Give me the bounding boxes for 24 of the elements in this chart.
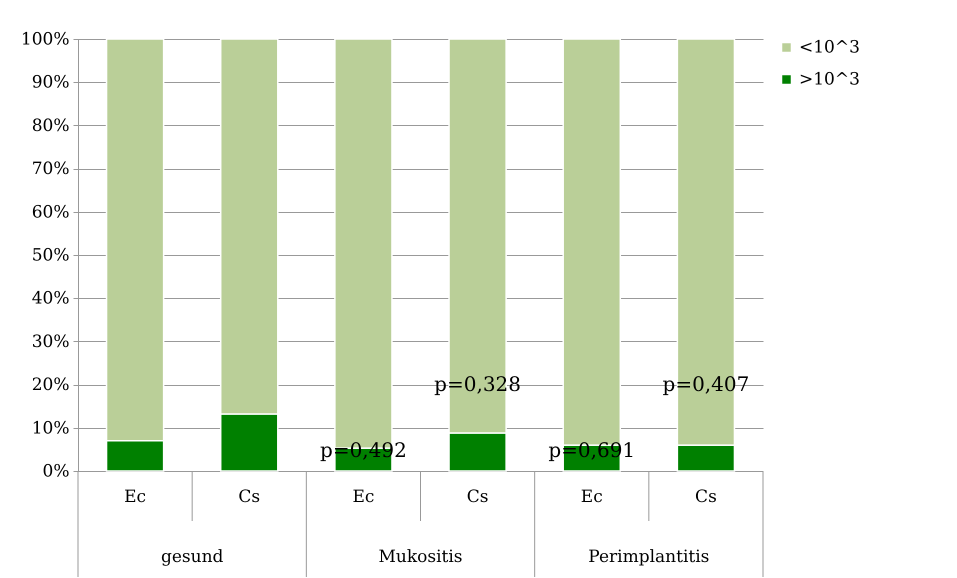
y-tick-label: 80% [32,116,70,136]
x-tick-label: Cs [466,487,488,507]
y-tick-label: 10% [32,418,70,438]
text: gesund [160,547,224,567]
x-tick-label: Cs [238,487,260,507]
x-tick-label: Ec [580,487,603,507]
x-tick-label: Ec [124,487,146,507]
y-tick-label: 20% [32,375,70,396]
y-tick-label: 30% [32,332,70,352]
legend-label: >10^3 [799,70,860,90]
y-tick-label: 50% [32,246,70,266]
legend-label: <10^3 [799,38,860,58]
y-tick-label: 0% [42,462,70,482]
y-tick-label: 60% [32,202,70,222]
y-tick-label: 70% [32,159,70,180]
x-tick-label: Cs [695,487,717,507]
annotation: p=0,328 [434,372,521,396]
y-tick-label: 90% [32,72,70,93]
x-tick-label: Ec [352,487,374,507]
y-tick-label: 40% [32,288,70,309]
text: Perimplantitis [588,547,710,567]
annotation: p=0,407 [662,372,750,396]
y-tick-label: 100% [20,30,70,50]
text: Mukositis [378,547,463,567]
